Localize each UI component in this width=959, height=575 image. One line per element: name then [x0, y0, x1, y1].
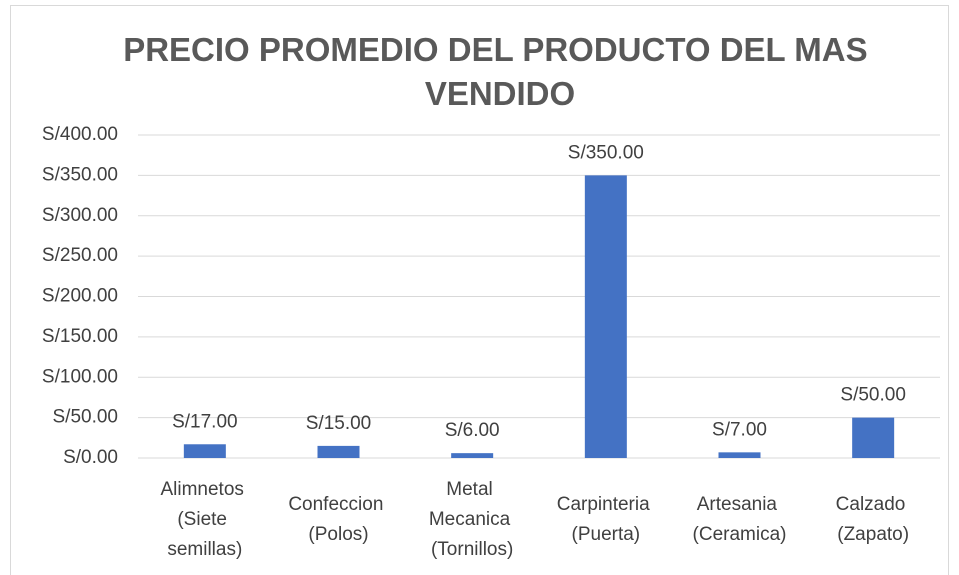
chart-title: PRECIO PROMEDIO DEL PRODUCTO DEL MAS VEN… [123, 31, 877, 112]
y-tick-label: S/300.00 [42, 205, 118, 226]
y-tick-label: S/350.00 [42, 164, 118, 185]
chart-border [10, 5, 949, 575]
data-label: S/15.00 [306, 413, 372, 434]
x-tick-label: Alimnetos (Siete semillas) [160, 479, 249, 560]
data-label: S/350.00 [568, 142, 644, 163]
x-tick-label: Calzado (Zapato) [836, 494, 911, 545]
y-tick-label: S/250.00 [42, 245, 118, 266]
bar [584, 175, 627, 458]
data-label: S/7.00 [712, 419, 767, 440]
x-tick-label: Metal Mecanica (Tornillos) [429, 479, 516, 560]
bar [852, 417, 895, 458]
y-tick-label: S/50.00 [53, 407, 119, 428]
bar [451, 453, 494, 458]
x-tick-label: Artesania (Ceramica) [693, 494, 787, 545]
y-tick-label: S/400.00 [42, 124, 118, 145]
x-tick-label: Confeccion (Polos) [288, 494, 388, 545]
bar [183, 444, 226, 458]
y-tick-label: S/0.00 [63, 447, 118, 468]
data-label: S/17.00 [172, 411, 238, 432]
y-tick-label: S/100.00 [42, 366, 118, 387]
x-tick-label: Carpinteria (Puerta) [557, 494, 655, 545]
bar [718, 452, 761, 458]
bar [317, 445, 360, 458]
y-tick-label: S/150.00 [42, 326, 118, 347]
data-label: S/6.00 [445, 420, 500, 441]
data-label: S/50.00 [840, 385, 906, 406]
y-tick-label: S/200.00 [42, 286, 118, 307]
